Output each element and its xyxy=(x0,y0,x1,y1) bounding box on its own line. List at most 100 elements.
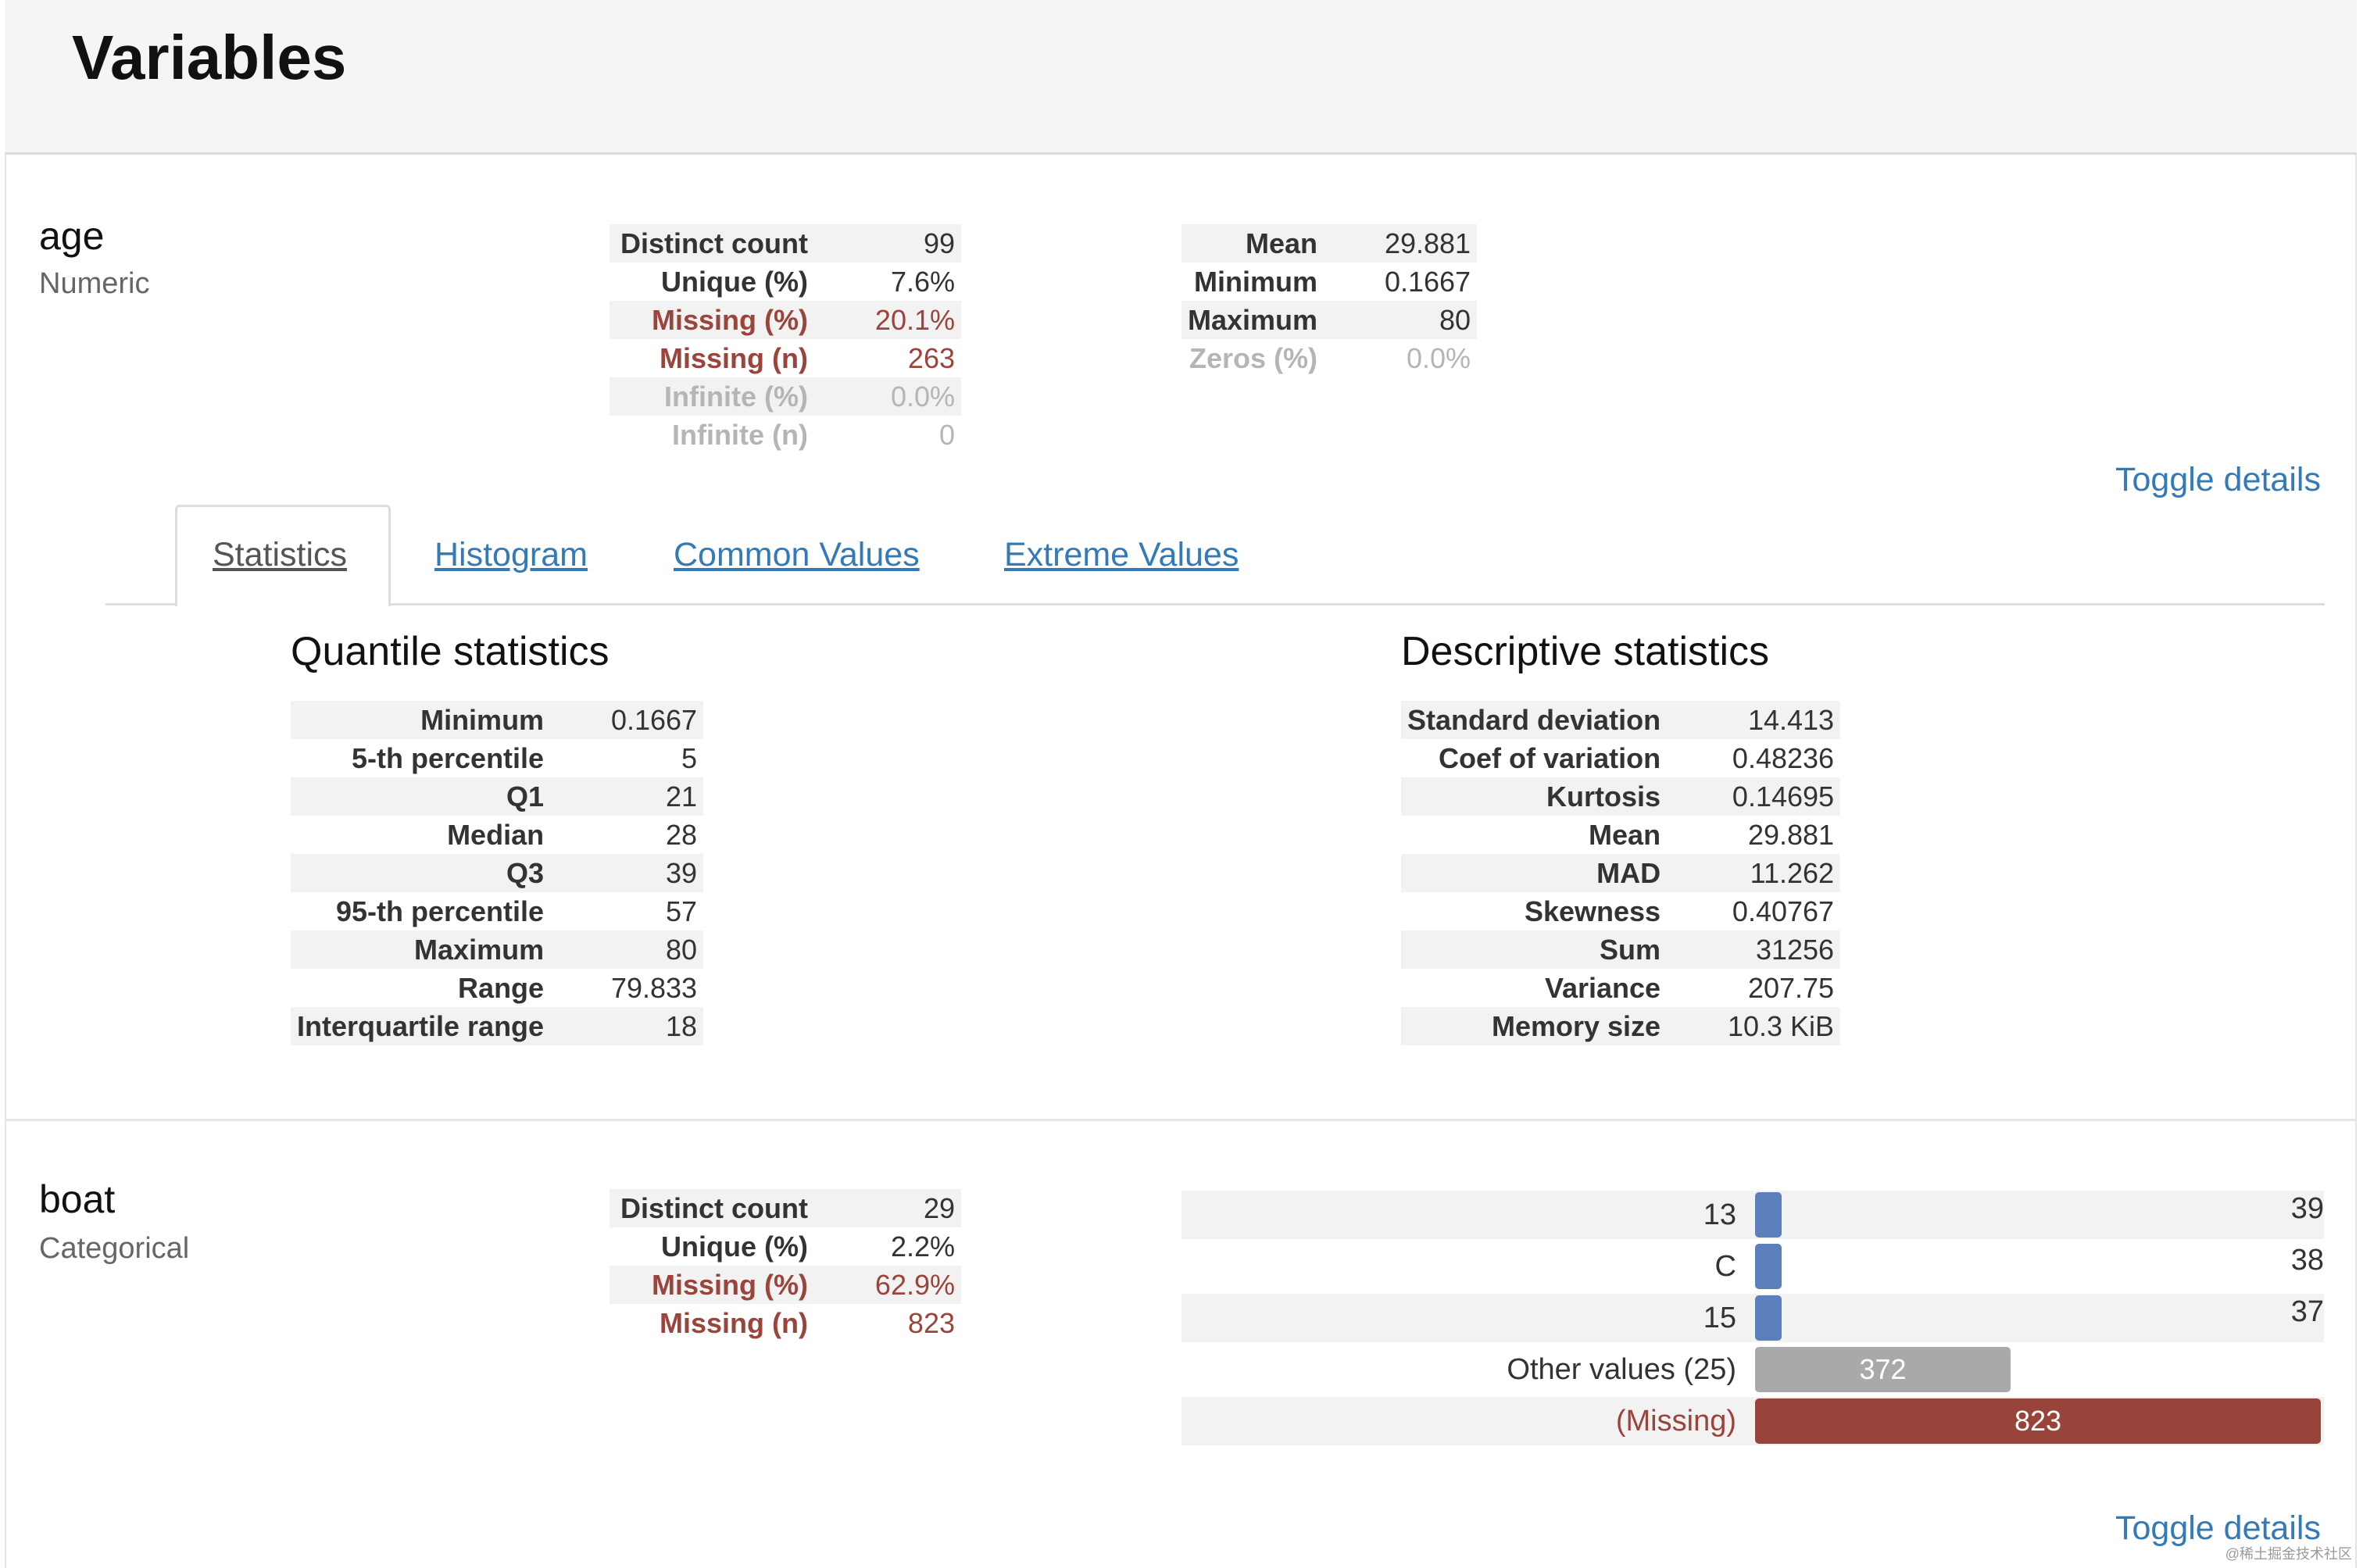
quantile-row: 5-th percentile 5 xyxy=(291,739,703,777)
frequency-row: (Missing) 823 xyxy=(1182,1397,2324,1445)
quantile-row: Range 79.833 xyxy=(291,969,703,1007)
frequency-count: 39 xyxy=(2290,1192,2324,1225)
descriptive-row: Mean 29.881 xyxy=(1401,816,1840,854)
descriptive-row-key: Sum xyxy=(1401,930,1668,969)
overview-row: Missing (%) 20.1% xyxy=(610,301,961,339)
quantile-row-value: 39 xyxy=(550,854,704,892)
quantile-row: Median 28 xyxy=(291,816,703,854)
overview-row-value: 0.0% xyxy=(814,377,961,416)
descriptive-row: Sum 31256 xyxy=(1401,930,1841,969)
frequency-bar: 372 xyxy=(1755,1347,2011,1392)
toggle-details-age[interactable]: Toggle details xyxy=(2115,461,2321,498)
overview-row-key: Infinite (n) xyxy=(672,418,808,451)
overview-row: Zeros (%) 0.0% xyxy=(1182,339,1477,377)
descriptive-row-key: Mean xyxy=(1589,818,1661,851)
overview-row: Infinite (%) 0.0% xyxy=(610,377,961,416)
page-title: Variables xyxy=(72,23,347,92)
descriptive-statistics-title: Descriptive statistics xyxy=(1401,629,1769,674)
quantile-row: Maximum 80 xyxy=(291,930,704,969)
descriptive-row-value: 11.262 xyxy=(1667,854,1841,892)
variable-type-boat: Categorical xyxy=(39,1232,190,1265)
tab-common-values[interactable]: Common Values xyxy=(674,536,920,573)
descriptive-row-key: Kurtosis xyxy=(1401,777,1668,816)
overview-row-key: Missing (n) xyxy=(660,341,808,374)
overview-row-key: Mean xyxy=(1182,224,1324,263)
boat-overview-table: Distinct count 29 Unique (%) 2.2% Missing (%… xyxy=(610,1189,961,1342)
frequency-row: 13 39 xyxy=(1182,1191,2324,1239)
descriptive-row: Kurtosis 0.14695 xyxy=(1401,777,1841,816)
quantile-row: Q3 39 xyxy=(291,854,704,892)
frequency-bar xyxy=(1755,1295,1782,1341)
overview-row-key: Distinct count xyxy=(610,1189,814,1227)
quantile-row-value: 0.1667 xyxy=(550,701,704,739)
descriptive-row-key: Variance xyxy=(1544,971,1661,1004)
overview-row-value: 20.1% xyxy=(814,301,961,339)
descriptive-row-value: 29.881 xyxy=(1747,818,1835,851)
tab-histogram[interactable]: Histogram xyxy=(434,536,588,573)
descriptive-row-key: MAD xyxy=(1401,854,1668,892)
frequency-bar: 823 xyxy=(1755,1398,2321,1444)
overview-row: Mean 29.881 xyxy=(1182,224,1478,263)
quantile-row-value: 5 xyxy=(681,741,698,774)
overview-row-value: 0.0% xyxy=(1406,341,1471,374)
frequency-bar xyxy=(1755,1192,1782,1238)
descriptive-row-value: 14.413 xyxy=(1667,701,1841,739)
quantile-row: Minimum 0.1667 xyxy=(291,701,704,739)
content-frame xyxy=(5,0,2357,1568)
variable-name-age: age xyxy=(39,214,105,258)
overview-row-value: 29.881 xyxy=(1324,224,1478,263)
descriptive-row-value: 0.40767 xyxy=(1732,895,1835,927)
frequency-row: C 38 xyxy=(1182,1242,2324,1291)
frequency-count: 37 xyxy=(2290,1295,2324,1328)
frequency-row: Other values (25) 372 xyxy=(1182,1345,2324,1394)
descriptive-row: Memory size 10.3 KiB xyxy=(1401,1007,1841,1045)
overview-row-value: 263 xyxy=(907,341,955,374)
overview-row-value: 29 xyxy=(814,1189,961,1227)
toggle-details-boat[interactable]: Toggle details xyxy=(2115,1509,2321,1547)
overview-row-key: Missing (%) xyxy=(610,1266,814,1304)
quantile-row-value: 57 xyxy=(666,895,698,927)
descriptive-row-key: Coef of variation xyxy=(1439,741,1661,774)
overview-row-key: Maximum xyxy=(1182,301,1324,339)
header-bar: Variables xyxy=(5,0,2357,155)
overview-row: Minimum 0.1667 xyxy=(1182,263,1477,301)
quantile-statistics-table: Minimum 0.1667 5-th percentile 5 Q1 21 Median 2… xyxy=(291,701,704,1045)
overview-row-value: 823 xyxy=(907,1306,955,1339)
quantile-row-key: Median xyxy=(447,818,545,851)
overview-row-key: Unique (%) xyxy=(661,265,808,298)
variable-name-boat: boat xyxy=(39,1177,116,1221)
quantile-row-key: Range xyxy=(458,971,545,1004)
frequency-label: 15 xyxy=(1703,1302,1736,1334)
overview-row-value: 80 xyxy=(1324,301,1478,339)
tab-statistics[interactable]: Statistics xyxy=(213,536,348,573)
quantile-row-value: 28 xyxy=(666,818,698,851)
quantile-row-key: Maximum xyxy=(291,930,551,969)
overview-row-value: 0.1667 xyxy=(1384,265,1471,298)
age-overview-table-left: Distinct count 99 Unique (%) 7.6% Missing (%… xyxy=(610,224,961,454)
quantile-row-key: Q3 xyxy=(291,854,551,892)
tab-extreme-values[interactable]: Extreme Values xyxy=(1004,536,1239,573)
quantile-row-key: Minimum xyxy=(291,701,551,739)
overview-row-value: 2.2% xyxy=(890,1230,955,1263)
overview-row: Unique (%) 7.6% xyxy=(610,263,961,301)
frequency-label: 13 xyxy=(1703,1198,1736,1231)
overview-row-key: Distinct count xyxy=(610,224,814,263)
overview-row-value: 99 xyxy=(814,224,961,263)
quantile-row-key: Interquartile range xyxy=(291,1007,551,1045)
descriptive-row: Variance 207.75 xyxy=(1401,969,1840,1007)
quantile-row: Q1 21 xyxy=(291,777,704,816)
descriptive-row-value: 0.48236 xyxy=(1732,741,1835,774)
quantile-row: 95-th percentile 57 xyxy=(291,892,703,930)
frequency-count: 823 xyxy=(2014,1405,2062,1437)
overview-row-key: Missing (%) xyxy=(610,301,814,339)
active-tab-frame xyxy=(175,505,391,606)
overview-row-key: Missing (n) xyxy=(660,1306,808,1339)
overview-row: Maximum 80 xyxy=(1182,301,1478,339)
descriptive-row: Skewness 0.40767 xyxy=(1401,892,1840,930)
quantile-row-key: 5-th percentile xyxy=(352,741,545,774)
frequency-count: 372 xyxy=(1859,1353,1907,1385)
overview-row: Missing (n) 823 xyxy=(610,1304,961,1342)
descriptive-statistics-table: Standard deviation 14.413 Coef of variatio… xyxy=(1401,701,1841,1045)
overview-row: Infinite (n) 0 xyxy=(610,416,961,454)
